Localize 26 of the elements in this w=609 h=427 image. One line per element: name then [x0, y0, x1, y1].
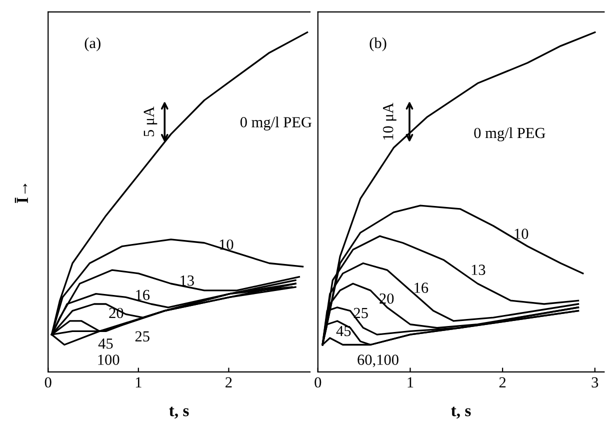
- y-axis-title: Ī→: [14, 184, 28, 203]
- text: 0 mg/l PEG: [240, 116, 312, 130]
- annotation: 5 μA: [144, 106, 158, 136]
- x-tick-label: 1: [136, 377, 142, 388]
- x-tick-label: 2: [226, 377, 232, 388]
- x-tick-label: 0: [314, 377, 322, 388]
- series-label: 13: [472, 264, 486, 275]
- x-tick-label: 2: [499, 377, 506, 388]
- x-axis-title: t, s: [451, 406, 471, 419]
- series-label: 60,100: [358, 354, 398, 368]
- annotation: 10 μA: [382, 102, 396, 140]
- series-label: 100: [98, 354, 120, 365]
- x-tick-label: 0: [44, 377, 52, 388]
- chart-title: (b): [370, 37, 386, 52]
- x-tick-label: 1: [408, 377, 414, 388]
- text: 0 mg/l PEG: [474, 127, 546, 142]
- series-label: 16: [414, 282, 428, 293]
- chart-title: (a): [84, 37, 100, 52]
- series-label: 20: [380, 293, 394, 304]
- series-label: 13: [180, 275, 194, 286]
- series-label: 25: [135, 331, 150, 342]
- series-label: 16: [136, 290, 150, 300]
- series-label: 10: [514, 228, 528, 239]
- x-axis-title: t, s: [169, 406, 189, 419]
- x-tick-label: 3: [592, 377, 598, 388]
- series-label: 45: [98, 338, 113, 349]
